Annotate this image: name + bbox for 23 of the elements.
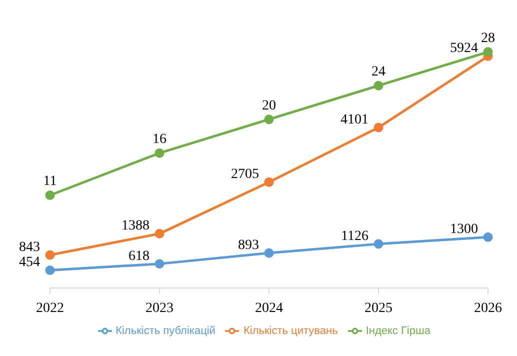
data-label: 1126 [341,228,368,244]
data-label: 843 [19,240,40,255]
data-label: 1388 [122,218,150,234]
legend-label: Індекс Гірша [366,324,430,337]
data-label: 5924 [450,41,478,56]
data-label: 1300 [450,222,478,238]
data-label: 28 [481,30,495,46]
data-label: 2705 [231,167,259,182]
x-tick-label: 2022 [36,300,64,316]
x-tick-label: 2025 [364,300,392,316]
x-tick-label: 2024 [255,300,283,316]
data-label: 20 [262,98,276,114]
data-label: 11 [43,174,57,190]
data-label: 893 [238,238,259,254]
data-label: 16 [152,132,166,148]
data-label: 4101 [340,112,368,128]
legend-label: Кількість цитувань [243,324,338,337]
data-label: 24 [372,64,386,80]
data-label: 454 [19,255,40,270]
data-label: 618 [128,248,150,264]
x-tick-label: 2026 [474,300,502,316]
x-tick-label: 2023 [146,300,174,316]
legend-label: Кількість публікацій [116,324,216,337]
